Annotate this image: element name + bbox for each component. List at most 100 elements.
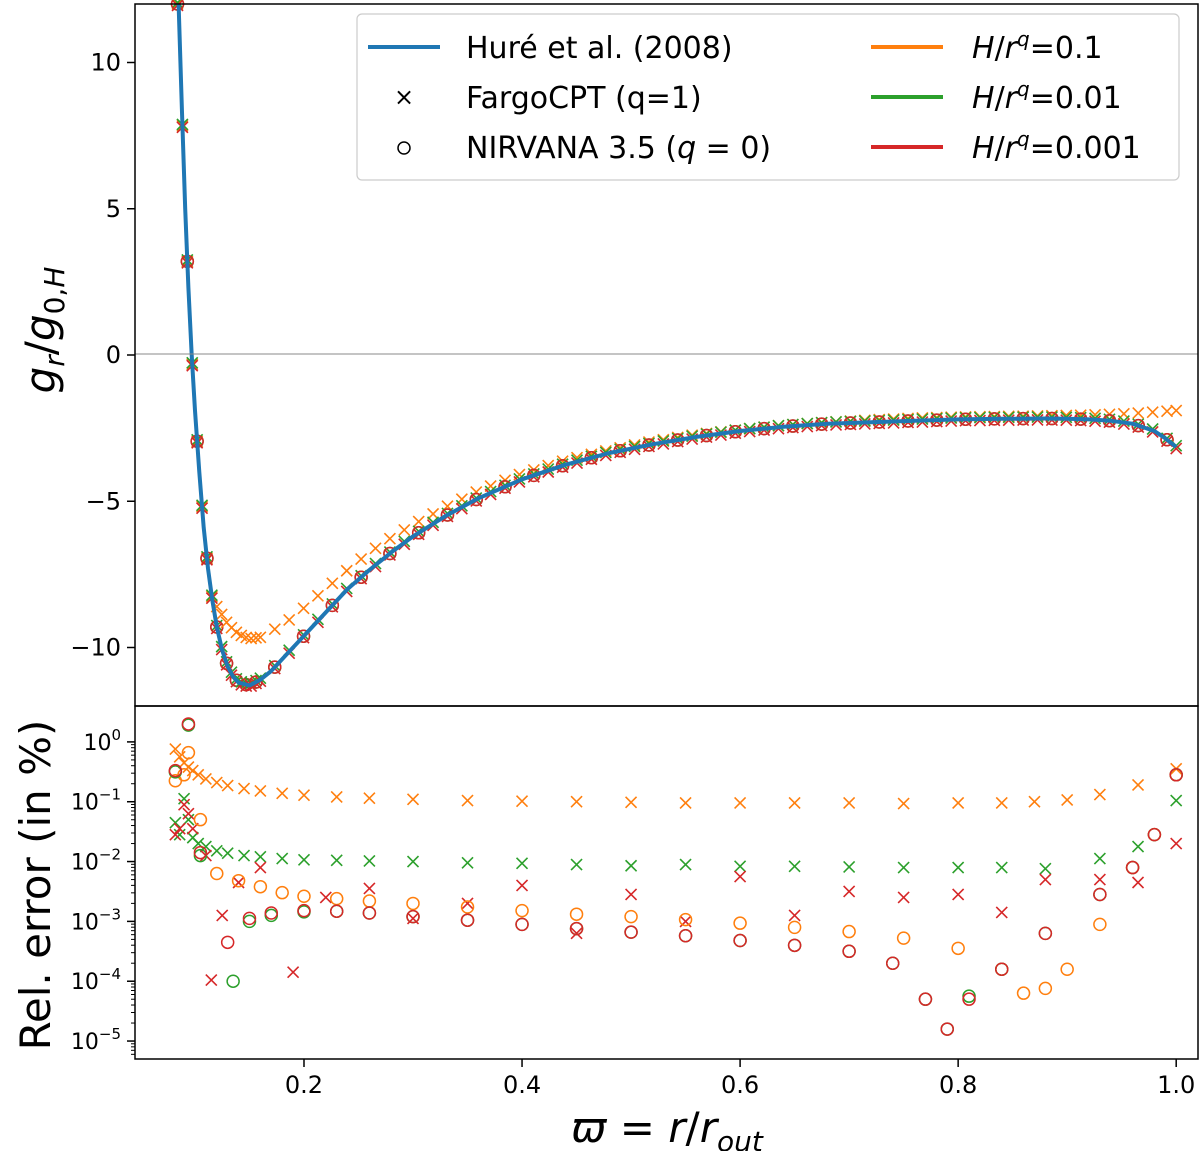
bottom-series-2-point-21 — [843, 885, 856, 898]
bottom-series-1-point-7 — [210, 844, 223, 857]
bottom-series-3-point-15 — [624, 909, 638, 924]
legend-label-fargo: FargoCPT (q=1) — [466, 81, 702, 116]
bottom-series-0-point-17 — [515, 795, 529, 808]
bottom-series-0-point-5 — [192, 768, 205, 781]
bottom-series-0-point-18 — [570, 795, 583, 808]
bottom-series-3-point-21 — [951, 941, 965, 956]
bottom-series-5-point-18 — [885, 956, 900, 971]
bottom-series-4-point-3 — [226, 974, 240, 988]
bottom-series-2-point-17 — [625, 888, 638, 901]
bottom-series-4-point-4 — [242, 914, 257, 929]
top-nirvana-h0001-18 — [268, 660, 282, 674]
x-tick-label: 0.2 — [285, 1071, 323, 1099]
legend-swatch-fargo: × — [394, 83, 414, 111]
bottom-series-0-point-27 — [1028, 795, 1041, 808]
bottom-series-3-point-25 — [1060, 962, 1074, 977]
bottom-series-3-point-10 — [362, 894, 377, 908]
bottom-series-1-point-1 — [173, 828, 186, 841]
legend-swatch-nirvana — [397, 141, 411, 155]
bottom-series-1-point-0 — [169, 816, 182, 829]
bottom-y-tick-label: 100 — [83, 726, 121, 756]
bottom-series-0-point-16 — [461, 794, 474, 807]
top-fargo-h01-18 — [268, 623, 281, 636]
bottom-y-tick-label: 10−4 — [71, 965, 121, 995]
top-nirvana-h0001-80 — [1160, 433, 1174, 447]
bottom-series-3-point-14 — [569, 907, 584, 921]
bottom-series-0-point-21 — [734, 796, 747, 809]
top-fargo-h01-78 — [1132, 407, 1145, 420]
bottom-series-2-point-19 — [734, 870, 747, 883]
bottom-series-0-point-24 — [897, 797, 910, 810]
bottom-series-0-point-25 — [952, 796, 965, 809]
bottom-series-1-point-2 — [177, 792, 191, 805]
bottom-series-0-point-30 — [1131, 778, 1145, 792]
legend-label-hure: Huré et al. (2008) — [466, 31, 733, 66]
bottom-series-2-point-9 — [254, 861, 267, 874]
bottom-series-5-point-13 — [624, 925, 638, 939]
axis-ticks: 0.2 0.4 0.6 0.8 1.0 10 5 0 −5 −10 100 10−1 10−2 10−3 1… — [70, 49, 1195, 1100]
top-nirvana-h0001-34 — [498, 479, 512, 494]
top-y-axis-label: gr/g0,H — [16, 267, 71, 394]
bottom-series-5-point-10 — [460, 913, 475, 927]
bottom-y-tick-label: 10−1 — [71, 786, 121, 816]
top-nirvana-h0001-32 — [469, 492, 484, 507]
x-tick-label: 0.8 — [939, 1071, 977, 1099]
top-y-tick-label: −10 — [70, 634, 121, 662]
bottom-series-2-point-27 — [1131, 876, 1145, 889]
bottom-series-0-point-23 — [843, 796, 856, 809]
top-fargo-h01-24 — [355, 553, 368, 566]
bottom-series-2-point-3 — [182, 807, 195, 820]
top-fargo-h01-17 — [254, 631, 267, 644]
top-fargo-h01-9 — [215, 608, 228, 621]
top-fargo-h01-14 — [240, 631, 253, 644]
bottom-series-3-point-7 — [275, 885, 289, 900]
bottom-series-2-point-14 — [461, 897, 474, 910]
bottom-series-5-point-7 — [329, 904, 344, 918]
bottom-series-0-point-7 — [210, 776, 223, 789]
x-tick-label: 0.4 — [503, 1071, 541, 1099]
bottom-y-axis-label: Rel. error (in %) — [11, 720, 60, 1051]
bottom-series-1-point-17 — [515, 857, 529, 870]
bottom-series-1-point-23 — [843, 860, 856, 874]
bottom-series-0-point-1 — [173, 750, 186, 763]
bottom-series-5-point-20 — [940, 1022, 954, 1036]
x-tick-label: 0.6 — [721, 1071, 759, 1099]
top-y-tick-label: 0 — [106, 341, 121, 369]
top-nirvana-h0001-28 — [411, 526, 426, 540]
bottom-series-3-point-26 — [1093, 917, 1107, 932]
bottom-series-5-point-19 — [918, 992, 933, 1006]
bottom-series-1-point-24 — [897, 861, 910, 874]
top-fargo-h01-22 — [326, 577, 339, 590]
top-fargo-h01-80 — [1160, 405, 1174, 418]
bottom-series-5-point-11 — [515, 917, 529, 932]
bottom-series-5-point-8 — [362, 906, 377, 920]
bottom-series-3-point-3 — [193, 812, 208, 827]
bottom-series-0-point-28 — [1061, 793, 1074, 806]
top-nirvana-h0001-24 — [354, 570, 368, 584]
top-nirvana-h0001-22 — [325, 598, 340, 613]
bottom-series-3-point-20 — [896, 931, 911, 945]
bottom-series-3-point-9 — [329, 891, 344, 906]
bottom-series-2-point-24 — [995, 906, 1008, 919]
bottom-series-5-point-21 — [962, 992, 976, 1006]
bottom-series-3-point-5 — [231, 873, 246, 888]
bottom-series-1-point-29 — [1131, 840, 1145, 853]
bottom-series-2-point-7 — [216, 909, 229, 922]
bottom-series-0-point-6 — [199, 772, 212, 786]
bottom-axes-frame — [134, 705, 1199, 1060]
bottom-series-3-point-4 — [210, 866, 224, 881]
bottom-series-5-point-2 — [193, 845, 208, 860]
bottom-series-2-point-12 — [363, 882, 376, 895]
bottom-series-4-point-21 — [962, 989, 976, 1003]
bottom-series-5-point-3 — [220, 935, 235, 950]
legend: Huré et al. (2008) × FargoCPT (q=1) NIRV… — [356, 13, 1180, 181]
top-fargo-h01-21 — [311, 589, 325, 602]
bottom-series-1-point-30 — [1170, 794, 1183, 807]
x-tick-label: 1.0 — [1157, 1071, 1195, 1099]
bottom-series-0-point-22 — [788, 796, 801, 809]
bottom-series-2-point-11 — [319, 891, 332, 904]
bottom-series-1-point-22 — [788, 860, 801, 873]
bottom-series-2-point-6 — [205, 973, 218, 987]
bottom-y-tick-label: 10−5 — [71, 1025, 121, 1055]
